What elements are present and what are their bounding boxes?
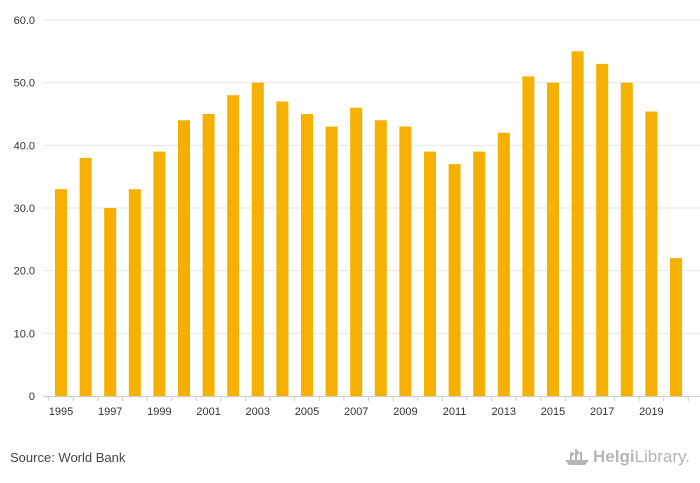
bar-1999 [153, 151, 166, 396]
y-tick-label: 30.0 [14, 203, 35, 215]
bar-1996 [79, 157, 92, 396]
y-tick-label: 40.0 [14, 140, 35, 152]
x-tick-label: 2015 [541, 406, 565, 418]
x-tick-label: 2011 [443, 406, 467, 418]
source-note: Source: World Bank [10, 450, 126, 465]
bar-2018 [620, 82, 633, 397]
bar-2019 [645, 111, 658, 396]
x-tick-label: 1995 [49, 406, 73, 418]
y-tick-label: 50.0 [14, 78, 35, 90]
logo-text-light: Library. [634, 447, 690, 466]
x-tick-label: 2019 [639, 406, 663, 418]
bar-chart: 0 10.0 20.0 30.0 40.0 50.0 60.0 1995 1997 1999 20… [14, 15, 700, 418]
bar-2010 [424, 151, 436, 396]
bar-2001 [202, 114, 215, 396]
helgi-library-logo[interactable]: Helgi Library. [564, 447, 690, 467]
bar-2014 [522, 76, 535, 397]
bar-2017 [596, 63, 609, 396]
bar-2009 [399, 126, 412, 397]
logo-text-bold: Helgi [593, 447, 635, 466]
x-tick-label: 2017 [590, 406, 614, 418]
y-tick-label: 20.0 [14, 266, 35, 278]
bar-2016 [571, 51, 584, 396]
x-tick-label: 2009 [393, 406, 417, 418]
x-tick-label: 2001 [196, 406, 220, 418]
bar-2004 [276, 101, 289, 396]
bar-2013 [497, 132, 510, 397]
y-tick-label: 60.0 [14, 15, 35, 27]
bar-2015 [547, 82, 559, 397]
x-tick-label: 1999 [147, 406, 171, 418]
bar-2008 [374, 120, 387, 397]
y-tick-label: 10.0 [14, 328, 35, 340]
x-tick-label: 2005 [295, 406, 319, 418]
ship-icon [565, 449, 589, 465]
x-tick-label: 2007 [344, 406, 368, 418]
bar-1995 [55, 189, 67, 396]
bar-1998 [128, 189, 141, 396]
grid-lines [43, 19, 700, 334]
x-tick-label: 2013 [492, 406, 516, 418]
y-axis-ticks: 0 10.0 20.0 30.0 40.0 50.0 60.0 [14, 15, 35, 403]
x-tick-label: 1997 [98, 406, 122, 418]
bar-2005 [301, 114, 313, 396]
bar-2007 [350, 107, 363, 396]
bar-2000 [178, 120, 190, 397]
bar-2006 [325, 126, 338, 397]
bar-2011 [448, 164, 461, 396]
bar-1997 [104, 208, 117, 396]
bar-2020 [670, 258, 682, 396]
bar-series [55, 51, 682, 397]
bar-2012 [473, 151, 486, 396]
x-axis-ticks: 1995 1997 1999 2001 2003 2005 2007 2009 2011 2013… [48, 396, 689, 418]
y-tick-label: 0 [29, 391, 35, 403]
bar-2003 [251, 82, 264, 397]
bar-2002 [227, 95, 240, 396]
x-tick-label: 2003 [246, 406, 270, 418]
